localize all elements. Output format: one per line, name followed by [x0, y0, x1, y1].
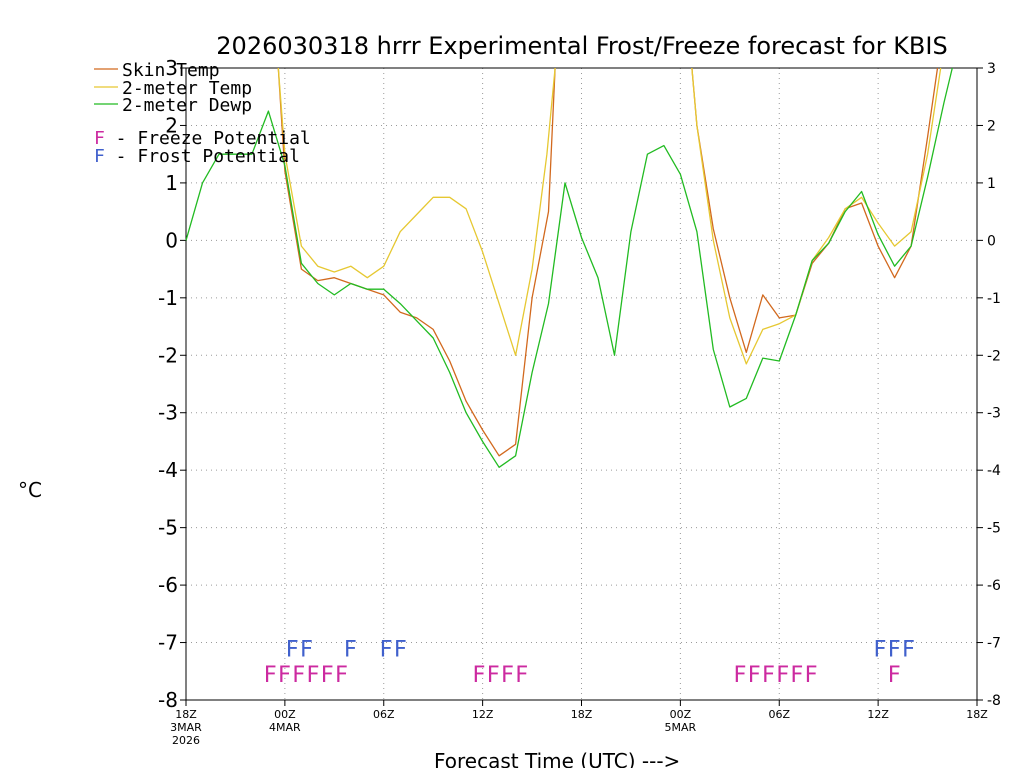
- y-tick-label: 2: [165, 113, 178, 137]
- y-tick-label-right: -4: [987, 463, 1001, 479]
- y-tick-label: -6: [158, 573, 178, 597]
- frost-mark: FF: [379, 637, 408, 662]
- series-line-2-meter-temp: [277, 67, 942, 365]
- legend: Skin Temp 2-meter Temp 2-meter Dewp F - …: [94, 60, 311, 167]
- x-tick-label: 06Z: [768, 708, 790, 721]
- x-tick-label: 12Z: [472, 708, 494, 721]
- frost-mark: F: [344, 637, 358, 662]
- axes: 3 3 2 2 1 1 0 0 -1 -1 -2 -2 -3 -3 -4 -4 -5 -5 -6 -6 -7 -7 -8 -8…: [158, 56, 1001, 747]
- y-tick-label-right: -3: [987, 406, 1001, 422]
- y-tick-label-right: -1: [987, 291, 1001, 307]
- y-tick-label-right: -8: [987, 693, 1001, 709]
- freeze-mark: F: [887, 663, 901, 688]
- series-line-2-meter-dewp: [185, 67, 953, 468]
- x-tick-label: 06Z: [373, 708, 395, 721]
- legend-freeze: F - Freeze Potential: [94, 128, 311, 149]
- legend-dewp-label: 2-meter Dewp: [122, 95, 252, 116]
- x-tick-year: 2026: [172, 734, 200, 747]
- x-tick-label: 18Z: [966, 708, 988, 721]
- y-tick-label: 3: [165, 56, 178, 80]
- y-tick-label: -7: [158, 631, 178, 655]
- freeze-mark: FFFF: [472, 663, 529, 688]
- y-tick-label: -4: [158, 458, 178, 482]
- y-tick-label-right: -5: [987, 521, 1001, 537]
- x-tick-date: 3MAR: [170, 721, 202, 734]
- y-tick-label: -3: [158, 401, 178, 425]
- y-tick-label: -2: [158, 343, 178, 367]
- grid: [186, 68, 977, 700]
- y-axis-label: °C: [18, 478, 42, 502]
- series-line-skin-temp: [277, 67, 939, 457]
- x-axis-label: Forecast Time (UTC) --->: [434, 749, 680, 768]
- y-tick-label-right: 3: [987, 61, 996, 77]
- frost-mark: FF: [285, 637, 314, 662]
- legend-frost: F - Frost Potential: [94, 146, 300, 167]
- y-tick-label: -8: [158, 688, 178, 712]
- freeze-mark: FFFFFF: [264, 663, 349, 688]
- y-tick-label: 0: [165, 228, 178, 252]
- x-tick-label: 00Z: [274, 708, 296, 721]
- legend-freeze-text: - Freeze Potential: [105, 128, 311, 149]
- freeze-mark: FFFFFF: [733, 663, 818, 688]
- legend-skin-label: Skin Temp: [122, 60, 220, 81]
- legend-freeze-letter: F: [94, 128, 105, 149]
- y-tick-label-right: -7: [987, 636, 1001, 652]
- x-tick-label: 00Z: [670, 708, 692, 721]
- chart-title: 2026030318 hrrr Experimental Frost/Freez…: [216, 32, 947, 60]
- y-tick-label-right: 1: [987, 176, 996, 192]
- y-tick-label: -5: [158, 516, 178, 540]
- y-tick-label: -1: [158, 286, 178, 310]
- series-group: [185, 67, 953, 468]
- y-tick-label-right: -2: [987, 348, 1001, 364]
- legend-temp-label: 2-meter Temp: [122, 78, 252, 99]
- x-tick-date: 5MAR: [665, 721, 697, 734]
- y-tick-label-right: -6: [987, 578, 1001, 594]
- x-tick-date: 4MAR: [269, 721, 301, 734]
- frost-mark: FFF: [873, 637, 916, 662]
- legend-frost-text: - Frost Potential: [105, 146, 300, 167]
- x-tick-label: 18Z: [175, 708, 197, 721]
- x-tick-label: 18Z: [571, 708, 593, 721]
- y-tick-label-right: 2: [987, 118, 996, 134]
- y-tick-label-right: 0: [987, 233, 996, 249]
- y-tick-label: 1: [165, 171, 178, 195]
- legend-frost-letter: F: [94, 146, 105, 167]
- x-tick-label: 12Z: [867, 708, 889, 721]
